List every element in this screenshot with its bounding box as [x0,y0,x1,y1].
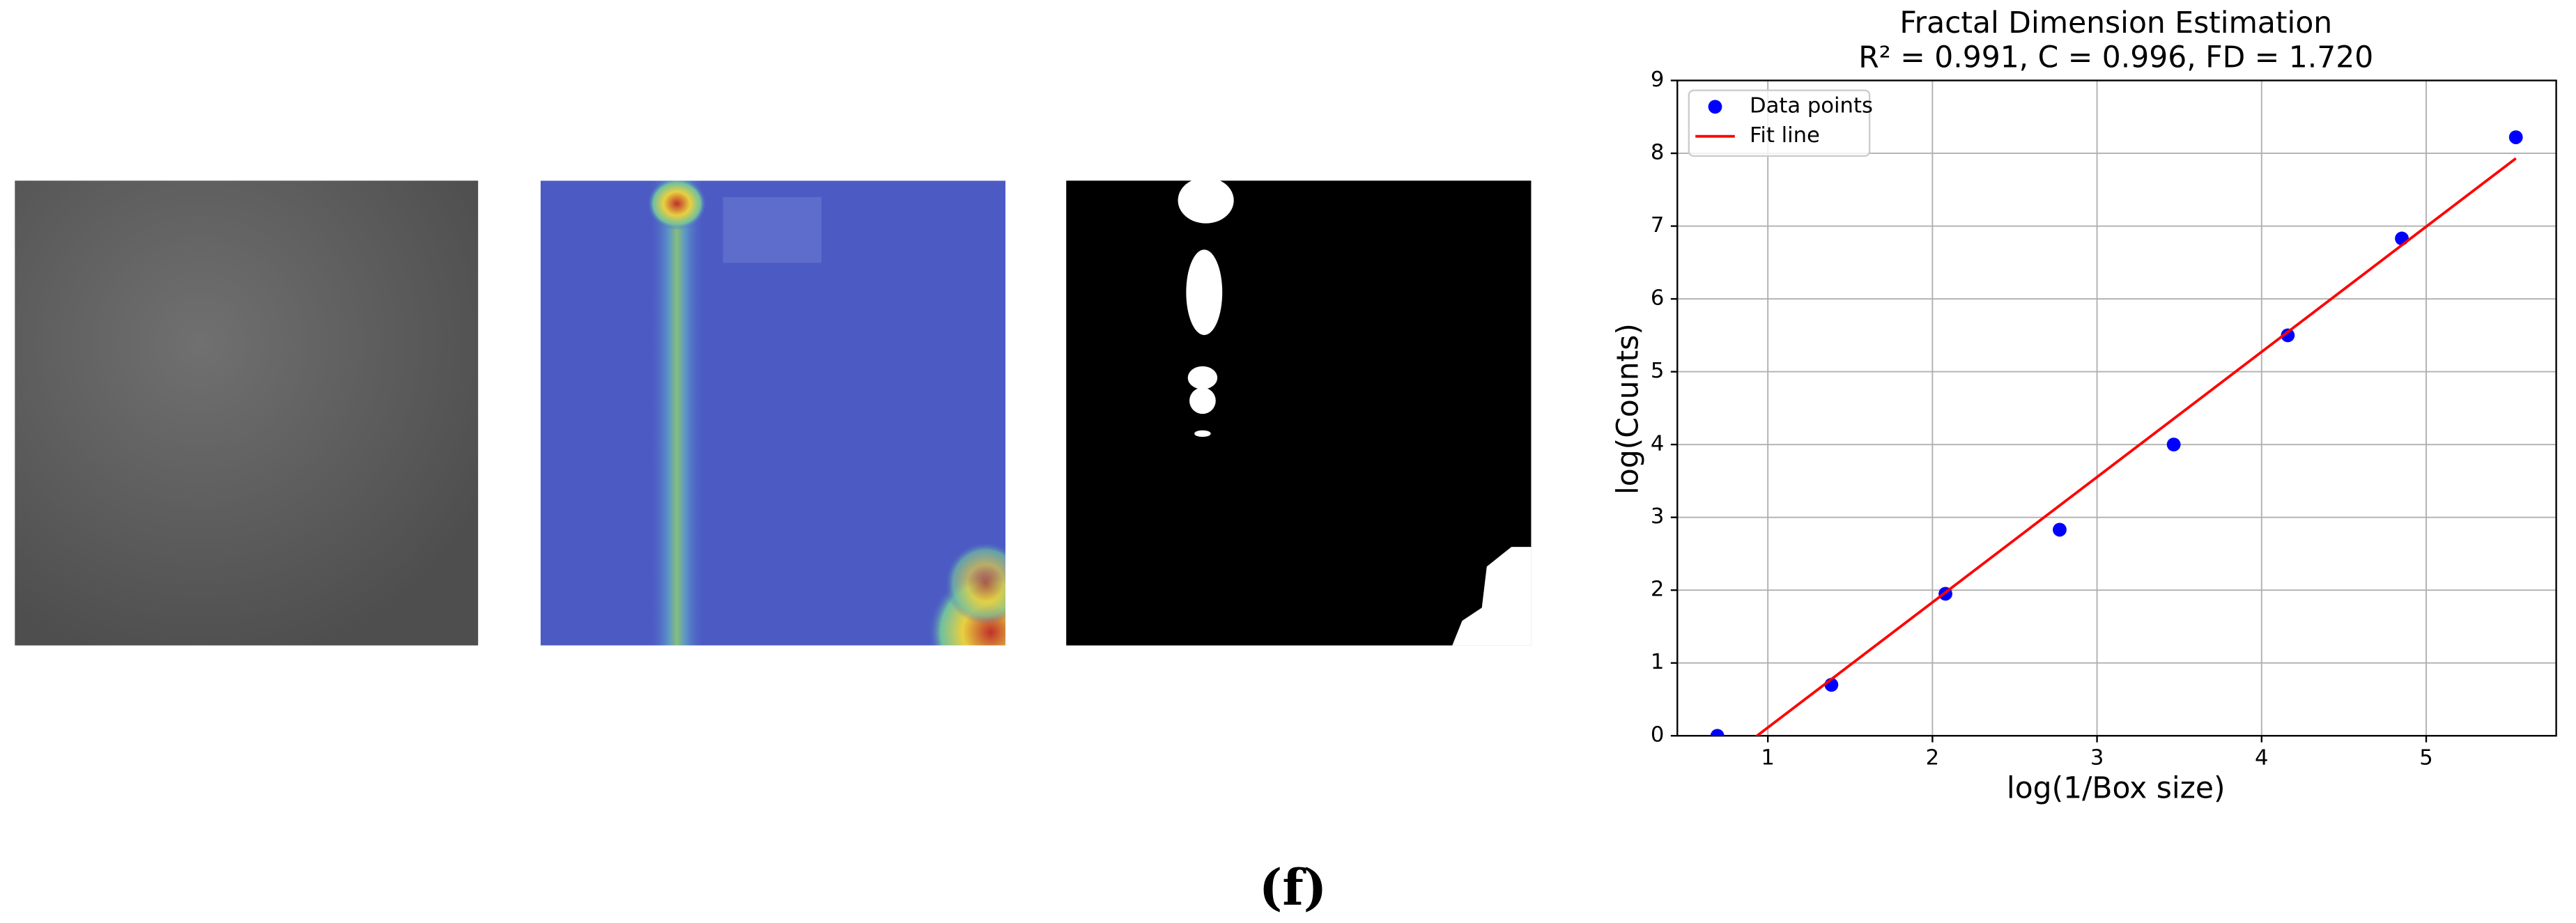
x-tick-label: 1 [1761,746,1775,770]
data-point [2166,437,2181,452]
data-point [2281,328,2295,343]
data-point [1710,729,1725,736]
y-tick-label: 2 [1651,577,1665,602]
x-axis-label: log(1/Box size) [2007,772,2226,806]
y-tick-label: 7 [1651,213,1665,238]
grayscale-image [15,180,479,646]
plot-area [1710,130,2523,736]
y-tick-label: 4 [1651,432,1665,456]
legend-box [1688,89,1871,157]
x-tick-label: 3 [2090,746,2104,770]
plot-frame [1676,79,2557,737]
legend-marker [1708,100,1722,114]
legend-label: Data points [1750,94,1873,118]
legend-label: Fit line [1750,123,1820,148]
legend: Data points Fit line [1688,89,1873,157]
x-tick-label: 4 [2255,746,2269,770]
y-tick-label: 3 [1651,504,1665,529]
y-axis-label: log(Counts) [1611,323,1645,495]
y-tick-label: 1 [1651,650,1665,674]
data-point [2508,130,2523,144]
y-tick-label: 6 [1651,286,1665,311]
y-tick-label: 8 [1651,141,1665,165]
caption: (f) [1259,859,1327,917]
data-point [2395,231,2409,246]
x-tick-label: 2 [1926,746,1940,770]
y-tick-label: 9 [1651,68,1665,92]
chart-title: Fractal Dimension Estimation [1899,6,2332,40]
chart-subtitle: R² = 0.991, C = 0.996, FD = 1.720 [1858,40,2373,75]
y-tick-label: 5 [1651,359,1665,383]
x-tick-label: 5 [2419,746,2433,770]
data-point [2053,522,2067,537]
binary-mask [1066,177,1532,646]
heatmap-image [540,180,1005,646]
y-tick-label: 0 [1651,723,1665,747]
fit-line [1754,157,2517,736]
